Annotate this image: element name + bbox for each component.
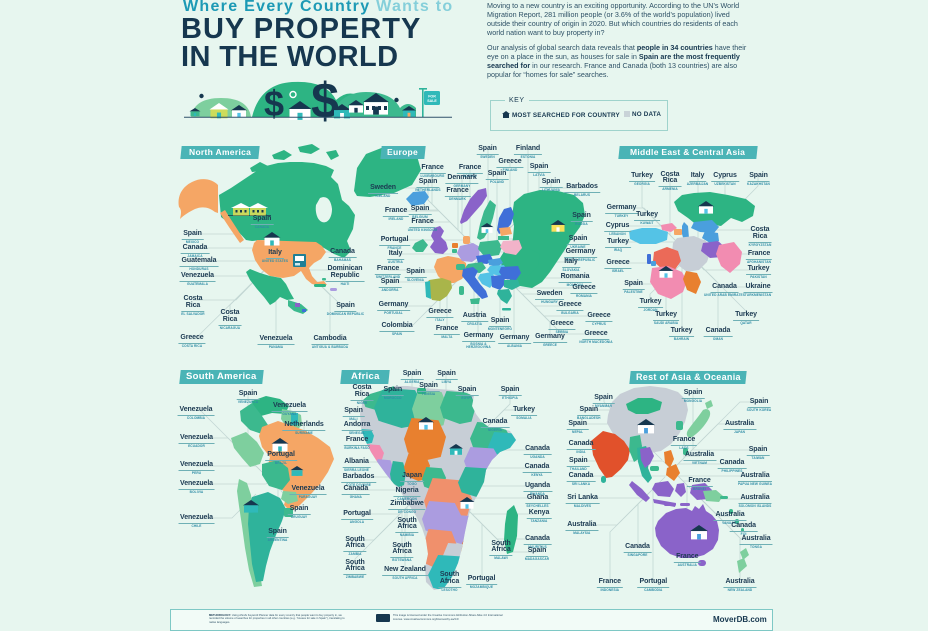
svg-text:$: $ bbox=[264, 83, 284, 124]
svg-text:SALE: SALE bbox=[427, 99, 437, 103]
svg-text:FOR: FOR bbox=[428, 95, 436, 99]
svg-text:$: $ bbox=[311, 73, 339, 129]
